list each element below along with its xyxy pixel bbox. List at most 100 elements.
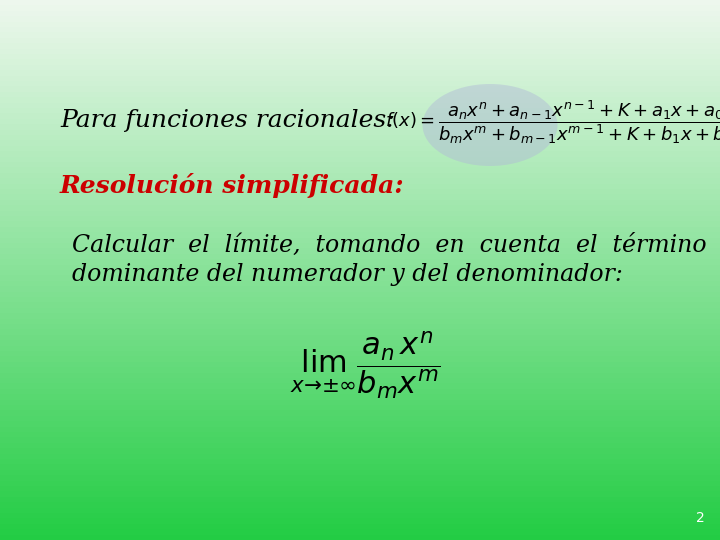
Bar xyxy=(0,427,720,432)
Text: $\lim_{x \to \pm\infty} \dfrac{a_n x^n}{b_m x^m}$: $\lim_{x \to \pm\infty} \dfrac{a_n x^n}{… xyxy=(290,329,441,401)
Bar xyxy=(0,211,720,216)
Bar xyxy=(0,70,720,76)
Bar xyxy=(0,319,720,324)
Bar xyxy=(0,0,720,5)
Bar xyxy=(0,329,720,335)
Bar xyxy=(0,340,720,346)
Bar xyxy=(0,49,720,54)
Bar xyxy=(0,491,720,497)
Bar xyxy=(0,200,720,205)
Bar xyxy=(0,518,720,524)
Bar xyxy=(0,286,720,292)
Text: 2: 2 xyxy=(696,511,705,525)
Bar xyxy=(0,157,720,162)
Bar xyxy=(0,76,720,81)
Bar xyxy=(0,383,720,389)
Bar xyxy=(0,313,720,319)
Bar xyxy=(0,232,720,238)
Bar xyxy=(0,508,720,513)
Bar xyxy=(0,113,720,119)
Bar xyxy=(0,146,720,151)
Bar xyxy=(0,151,720,157)
Bar xyxy=(0,281,720,286)
Bar xyxy=(0,378,720,383)
Bar xyxy=(0,130,720,135)
Bar xyxy=(0,65,720,70)
Bar xyxy=(0,394,720,400)
Bar xyxy=(0,270,720,275)
Bar xyxy=(0,459,720,464)
Bar xyxy=(0,389,720,394)
Bar xyxy=(0,205,720,211)
Bar xyxy=(0,86,720,92)
Text: Calcular  el  límite,  tomando  en  cuenta  el  término: Calcular el límite, tomando en cuenta el… xyxy=(72,233,706,256)
Bar xyxy=(0,524,720,529)
Bar xyxy=(0,275,720,281)
Bar xyxy=(0,265,720,270)
Bar xyxy=(0,475,720,481)
Bar xyxy=(0,481,720,486)
Bar xyxy=(0,443,720,448)
Bar xyxy=(0,43,720,49)
Bar xyxy=(0,346,720,351)
Bar xyxy=(0,497,720,502)
Bar xyxy=(0,292,720,297)
Bar xyxy=(0,416,720,421)
Bar xyxy=(0,351,720,356)
Bar xyxy=(0,486,720,491)
Bar xyxy=(0,243,720,248)
Bar xyxy=(0,124,720,130)
Bar xyxy=(0,362,720,367)
Bar xyxy=(0,513,720,518)
Bar xyxy=(0,167,720,173)
Bar xyxy=(0,302,720,308)
Bar xyxy=(0,421,720,427)
Bar xyxy=(0,16,720,22)
Text: $f(x) = \dfrac{a_n x^n + a_{n-1}x^{n-1} + K + a_1 x + a_0}{b_m x^m + b_{m-1}x^{m: $f(x) = \dfrac{a_n x^n + a_{n-1}x^{n-1} … xyxy=(385,98,720,146)
Text: Resolución simplificada:: Resolución simplificada: xyxy=(60,172,405,198)
Bar xyxy=(0,162,720,167)
Bar xyxy=(0,32,720,38)
Bar xyxy=(0,502,720,508)
Bar xyxy=(0,54,720,59)
Bar xyxy=(0,324,720,329)
Bar xyxy=(0,221,720,227)
Bar xyxy=(0,535,720,540)
Bar xyxy=(0,470,720,475)
Bar xyxy=(0,11,720,16)
Bar xyxy=(0,373,720,378)
Bar xyxy=(0,178,720,184)
Bar xyxy=(0,189,720,194)
Bar xyxy=(0,448,720,454)
Bar xyxy=(0,529,720,535)
Bar xyxy=(0,405,720,410)
Bar xyxy=(0,38,720,43)
Bar xyxy=(0,97,720,103)
Text: Para funciones racionales:: Para funciones racionales: xyxy=(60,109,395,132)
Bar xyxy=(0,356,720,362)
Bar xyxy=(0,464,720,470)
Bar xyxy=(0,297,720,302)
Bar xyxy=(0,227,720,232)
Bar xyxy=(0,135,720,140)
Bar xyxy=(0,5,720,11)
Bar xyxy=(0,173,720,178)
Bar xyxy=(0,140,720,146)
Bar xyxy=(0,238,720,243)
Bar xyxy=(0,248,720,254)
Bar xyxy=(0,216,720,221)
Bar xyxy=(0,432,720,437)
Text: dominante del numerador y del denominador:: dominante del numerador y del denominado… xyxy=(72,264,623,287)
Bar xyxy=(0,437,720,443)
Bar xyxy=(0,410,720,416)
Bar xyxy=(0,92,720,97)
Bar xyxy=(0,194,720,200)
Bar xyxy=(0,103,720,108)
Bar xyxy=(0,22,720,27)
Bar xyxy=(0,259,720,265)
Bar xyxy=(0,367,720,373)
Bar xyxy=(0,400,720,405)
Bar xyxy=(0,454,720,459)
Bar xyxy=(0,81,720,86)
Bar xyxy=(0,335,720,340)
